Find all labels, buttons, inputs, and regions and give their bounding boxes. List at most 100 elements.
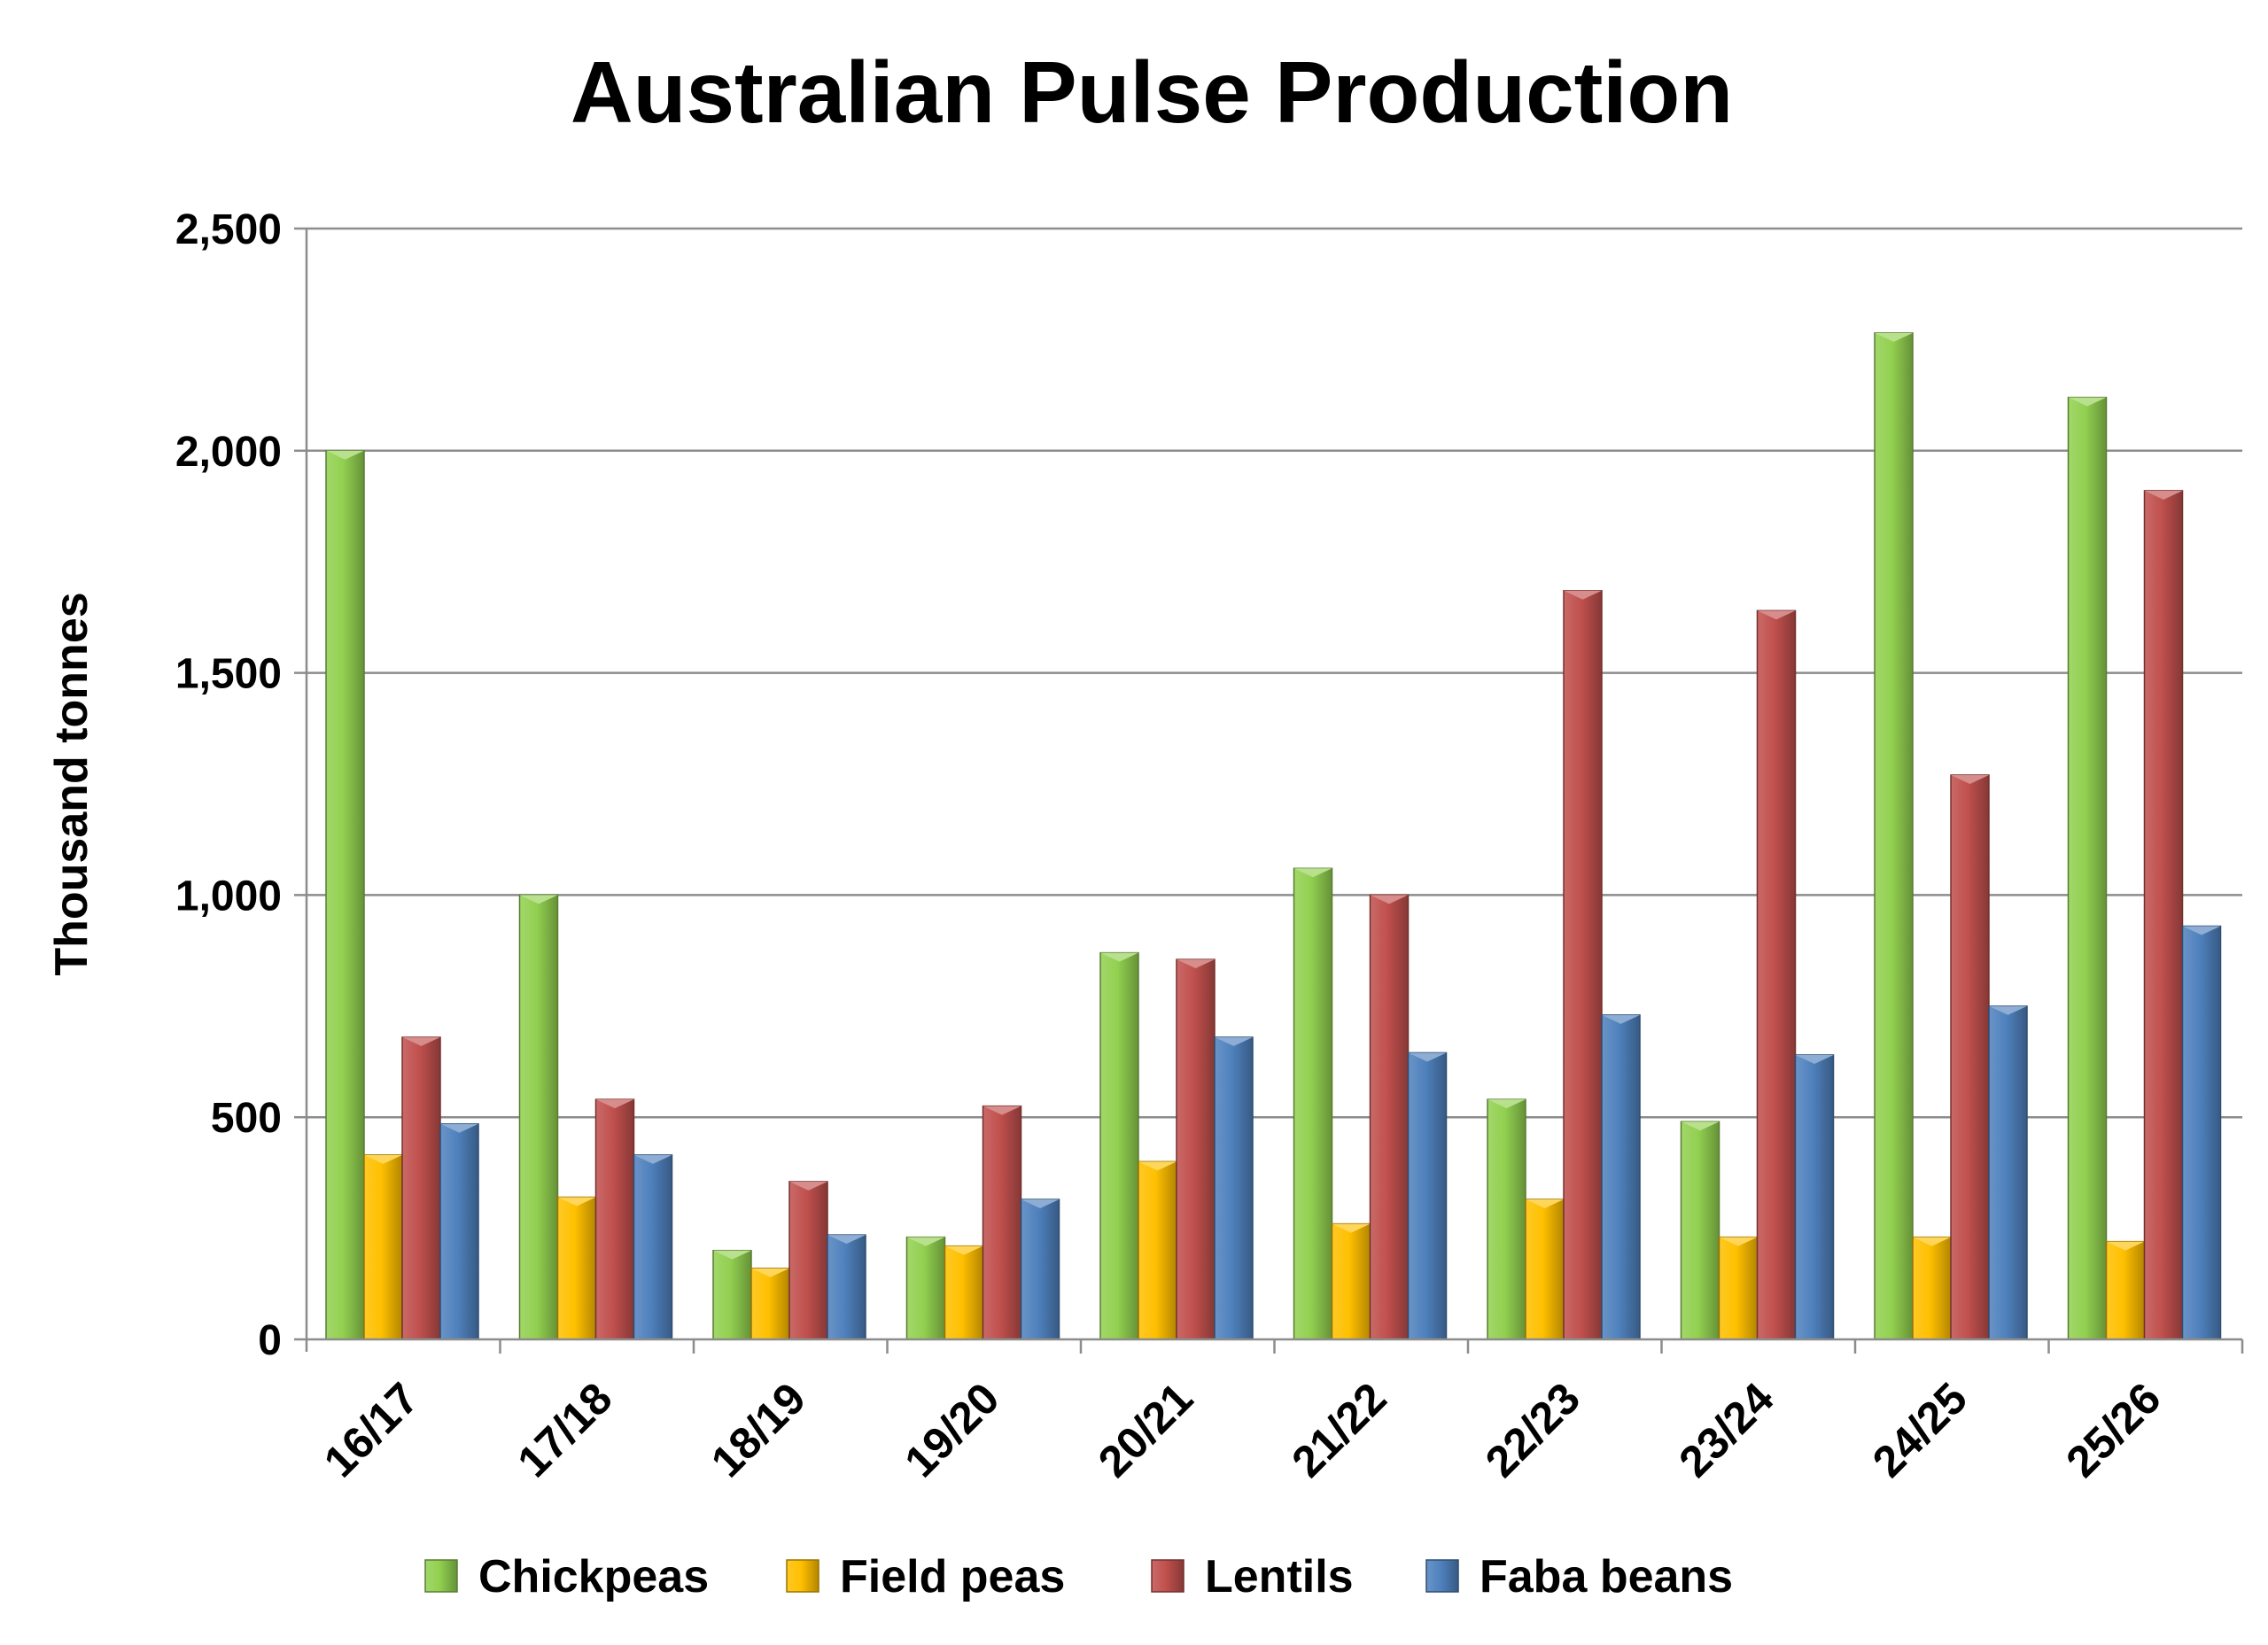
bar-top-bevel <box>402 1036 440 1046</box>
bar-lentils <box>1369 894 1410 1340</box>
bar-chickpeas <box>518 894 559 1340</box>
bar-field-peas <box>750 1267 790 1340</box>
legend-label: Field peas <box>840 1551 1065 1602</box>
bar-field-peas <box>1138 1160 1177 1340</box>
bar-top-bevel <box>983 1106 1021 1115</box>
x-tick-label: 18/19 <box>702 1373 815 1486</box>
bar-top-bevel <box>595 1099 634 1109</box>
bar-top-bevel <box>1332 1223 1371 1233</box>
legend-swatch <box>424 1559 458 1593</box>
y-axis-label: Thousand tonnes <box>46 592 97 975</box>
bar-top-bevel <box>1913 1237 1951 1246</box>
bar-chickpeas <box>1680 1121 1720 1340</box>
x-tick-label: 17/18 <box>508 1373 621 1486</box>
bar-top-bevel <box>713 1250 751 1260</box>
bar-top-bevel <box>633 1154 672 1164</box>
legend-swatch <box>1151 1559 1184 1593</box>
bar-top-bevel <box>1526 1199 1564 1208</box>
bar-top-bevel <box>1408 1052 1447 1062</box>
bar-top-bevel <box>1989 1005 2027 1015</box>
bar-faba-beans <box>1020 1199 1060 1340</box>
bar-top-bevel <box>1021 1199 1060 1208</box>
bar-top-bevel <box>2144 490 2183 500</box>
bar-field-peas <box>363 1154 403 1340</box>
bar-top-bevel <box>364 1154 402 1164</box>
bar-top-bevel <box>1370 895 1409 904</box>
y-tick-label: 1,500 <box>175 651 282 698</box>
bar-lentils <box>1756 609 1797 1340</box>
bar-top-bevel <box>751 1268 789 1277</box>
bar-lentils <box>1950 774 1990 1340</box>
bar-faba-beans <box>1794 1054 1835 1340</box>
bar-top-bevel <box>1875 332 1913 342</box>
y-tick-label: 2,000 <box>175 429 282 476</box>
bar-chickpeas <box>1874 332 1914 1340</box>
bar-field-peas <box>556 1196 597 1340</box>
bar-faba-beans <box>1214 1036 1254 1340</box>
bar-faba-beans <box>1988 1005 2028 1340</box>
bar-top-bevel <box>1719 1237 1758 1246</box>
x-tick-label: 22/23 <box>1476 1373 1589 1486</box>
legend-swatch <box>786 1559 819 1593</box>
bar-top-bevel <box>1681 1121 1720 1131</box>
x-tick-label: 20/21 <box>1089 1373 1202 1486</box>
legend-label: Chickpeas <box>478 1551 709 1602</box>
bar-lentils <box>594 1098 635 1340</box>
bar-field-peas <box>1718 1236 1759 1340</box>
bar-lentils <box>401 1036 441 1340</box>
bar-lentils <box>982 1105 1022 1340</box>
bar-chickpeas <box>1487 1098 1526 1340</box>
bar-top-bevel <box>944 1245 983 1255</box>
bar-field-peas <box>2105 1240 2146 1340</box>
legend-label: Faba beans <box>1480 1551 1733 1602</box>
y-tick-label: 2,500 <box>175 206 282 253</box>
bar-top-bevel <box>1100 952 1138 962</box>
bar-top-bevel <box>1757 610 1796 620</box>
x-tick-label: 16/17 <box>315 1373 428 1486</box>
bar-top-bevel <box>557 1197 596 1207</box>
bar-faba-beans <box>439 1122 479 1340</box>
bar-faba-beans <box>633 1154 673 1340</box>
bar-top-bevel <box>2106 1241 2145 1251</box>
bar-chickpeas <box>712 1249 752 1340</box>
x-tick-label: 19/20 <box>895 1373 1008 1486</box>
bar-lentils <box>788 1181 828 1340</box>
bar-field-peas <box>944 1245 984 1340</box>
bar-top-bevel <box>827 1235 866 1245</box>
legend-label: Lentils <box>1205 1551 1354 1602</box>
bar-faba-beans <box>1407 1051 1448 1340</box>
bar-lentils <box>1563 590 1603 1340</box>
y-tick-label: 1,000 <box>175 873 282 919</box>
bar-faba-beans <box>827 1234 866 1340</box>
bar-top-bevel <box>2068 397 2107 407</box>
bar-faba-beans <box>2181 925 2222 1340</box>
bar-top-bevel <box>1138 1161 1177 1171</box>
bar-field-peas <box>1525 1199 1565 1340</box>
x-tick-label: 23/24 <box>1669 1373 1783 1486</box>
bar-top-bevel <box>1177 959 1215 969</box>
x-tick-label: 21/22 <box>1282 1373 1395 1486</box>
bar-top-bevel <box>326 450 364 460</box>
bar-top-bevel <box>1795 1054 1834 1064</box>
y-tick-label: 500 <box>211 1095 282 1142</box>
bar-chickpeas <box>1293 867 1333 1340</box>
bar-chickpeas <box>325 450 365 1340</box>
chart-title: Australian Pulse Production <box>571 43 1733 141</box>
bar-top-bevel <box>1951 774 1989 784</box>
bar-field-peas <box>1912 1236 1952 1340</box>
bar-top-bevel <box>789 1181 827 1191</box>
bar-top-bevel <box>1564 590 1602 600</box>
bar-top-bevel <box>906 1237 945 1246</box>
bar-lentils <box>2143 490 2184 1340</box>
bar-field-peas <box>1331 1222 1371 1340</box>
bar-faba-beans <box>1601 1014 1641 1340</box>
bar-top-bevel <box>519 895 558 904</box>
bar-top-bevel <box>2182 926 2221 935</box>
bar-chickpeas <box>905 1236 946 1340</box>
bar-chickpeas <box>1099 951 1139 1340</box>
legend-swatch <box>1425 1559 1459 1593</box>
bar-top-bevel <box>1602 1014 1640 1024</box>
bar-top-bevel <box>440 1123 478 1133</box>
bar-top-bevel <box>1215 1036 1253 1046</box>
